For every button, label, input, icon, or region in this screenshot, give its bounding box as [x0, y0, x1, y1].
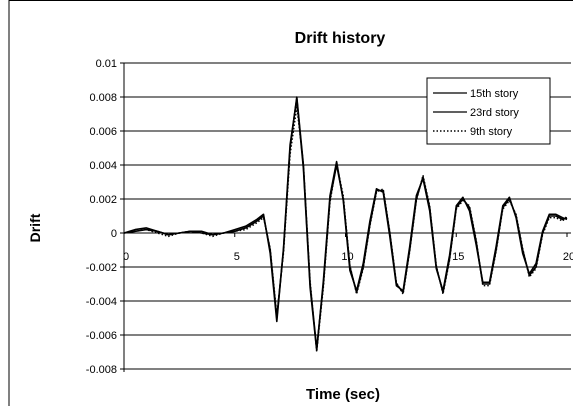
- legend-label: 9th story: [470, 126, 513, 138]
- x-tick-label: 0: [123, 251, 129, 263]
- y-axis-ticks: 0.01 0.008 0.006 0.004 0.002 0 -0.002 -0.004 -0.…: [86, 58, 124, 376]
- x-tick-label: 20: [563, 251, 573, 263]
- y-tick-label: 0.002: [89, 194, 117, 206]
- series-line-3: [123, 106, 568, 353]
- y-tick-label: -0.006: [86, 330, 117, 342]
- y-tick-label: 0: [111, 228, 117, 240]
- x-tick-label: 5: [234, 251, 240, 263]
- y-tick-label: -0.004: [86, 296, 117, 308]
- y-axis-label: Drift: [27, 213, 43, 242]
- legend-label: 15th story: [470, 88, 519, 100]
- grid-lines: [124, 62, 571, 370]
- series-lines: [123, 96, 568, 353]
- legend: 15th story 23rd story 9th story: [426, 77, 551, 145]
- x-axis-label: Time (sec): [306, 386, 380, 403]
- legend-box: [426, 77, 551, 145]
- legend-label: 23rd story: [470, 107, 519, 119]
- y-tick-label: -0.008: [86, 364, 117, 376]
- y-tick-label: 0.008: [89, 92, 117, 104]
- series-line-2: [123, 97, 568, 352]
- y-tick-label: 0.006: [89, 126, 117, 138]
- x-tick-label: 15: [452, 251, 464, 263]
- x-tick-label: 10: [341, 251, 353, 263]
- y-tick-label: 0.004: [89, 160, 117, 172]
- y-tick-label: 0.01: [96, 58, 117, 70]
- chart-title: Drift history: [295, 30, 386, 47]
- y-tick-label: -0.002: [86, 262, 117, 274]
